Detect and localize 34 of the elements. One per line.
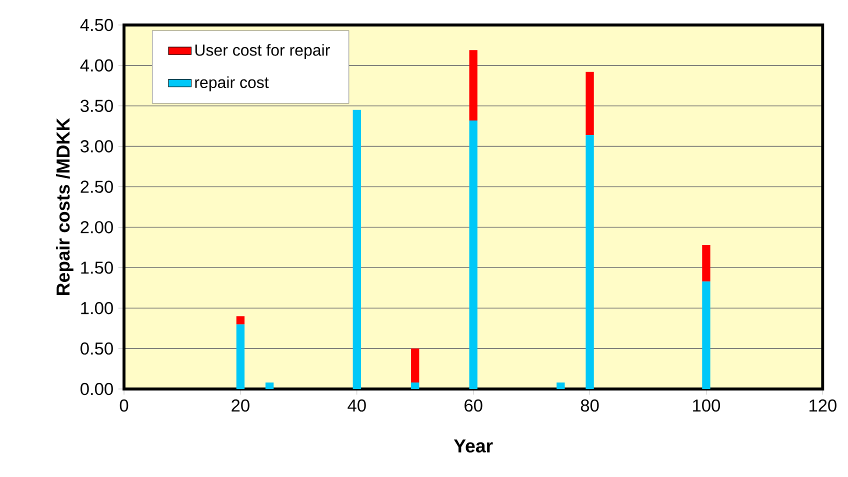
y-tick-label: 2.00: [80, 221, 113, 234]
bar: [469, 120, 478, 389]
y-tick-label: 1.50: [81, 262, 113, 274]
bar: [411, 348, 420, 383]
bar: [236, 316, 245, 324]
x-axis-title: Year: [454, 439, 493, 453]
y-tick-label: 3.00: [80, 140, 113, 152]
bar: [586, 72, 594, 135]
bar: [265, 382, 274, 389]
x-tick-label: 0: [120, 399, 128, 412]
bar: [411, 382, 420, 389]
x-tick-label: 80: [580, 399, 599, 412]
y-tick-label: 0.50: [80, 342, 113, 355]
x-tick-label: 60: [464, 399, 482, 412]
y-axis-title: Repair costs /MDKK: [56, 118, 74, 295]
bar: [236, 324, 245, 389]
bar: [586, 135, 594, 389]
bar: [702, 281, 710, 389]
x-tick-label: 120: [810, 399, 836, 412]
bar: [469, 50, 478, 120]
x-tick-label: 40: [348, 399, 366, 412]
legend-label: User cost for repair: [195, 44, 330, 59]
legend-label: repair cost: [195, 76, 269, 92]
y-tick-label: 4.50: [80, 18, 113, 32]
y-tick-label: 4.00: [80, 59, 113, 72]
y-tick-label: 0.00: [80, 382, 113, 396]
x-tick-label: 100: [693, 399, 720, 412]
bar: [702, 245, 710, 282]
y-tick-label: 1.00: [81, 302, 113, 314]
x-tick-label: 20: [232, 399, 250, 412]
bar: [352, 110, 361, 389]
bar: [556, 382, 565, 389]
y-tick-label: 3.50: [80, 100, 113, 112]
y-tick-label: 2.50: [80, 180, 113, 193]
